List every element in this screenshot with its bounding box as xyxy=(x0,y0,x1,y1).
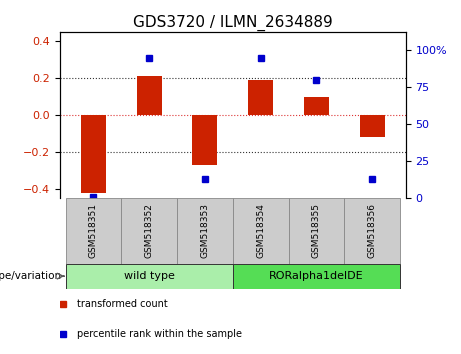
Text: GSM518355: GSM518355 xyxy=(312,204,321,258)
Text: GSM518356: GSM518356 xyxy=(368,204,377,258)
Bar xyxy=(65,198,121,264)
Text: wild type: wild type xyxy=(124,271,175,281)
Text: genotype/variation: genotype/variation xyxy=(0,271,61,281)
Text: GSM518354: GSM518354 xyxy=(256,204,265,258)
Bar xyxy=(65,264,233,289)
Bar xyxy=(289,198,344,264)
Title: GDS3720 / ILMN_2634889: GDS3720 / ILMN_2634889 xyxy=(133,14,333,30)
Bar xyxy=(121,198,177,264)
Bar xyxy=(177,198,233,264)
Text: percentile rank within the sample: percentile rank within the sample xyxy=(77,329,242,339)
Bar xyxy=(248,80,273,115)
Bar xyxy=(192,115,218,165)
Text: GSM518351: GSM518351 xyxy=(89,204,98,258)
Bar xyxy=(344,198,400,264)
Bar xyxy=(233,198,289,264)
Bar xyxy=(233,264,400,289)
Bar xyxy=(360,115,385,137)
Bar xyxy=(304,97,329,115)
Text: GSM518352: GSM518352 xyxy=(145,204,154,258)
Text: GSM518353: GSM518353 xyxy=(201,204,209,258)
Text: transformed count: transformed count xyxy=(77,299,168,309)
Bar xyxy=(81,115,106,193)
Text: RORalpha1delDE: RORalpha1delDE xyxy=(269,271,364,281)
Bar xyxy=(136,76,162,115)
